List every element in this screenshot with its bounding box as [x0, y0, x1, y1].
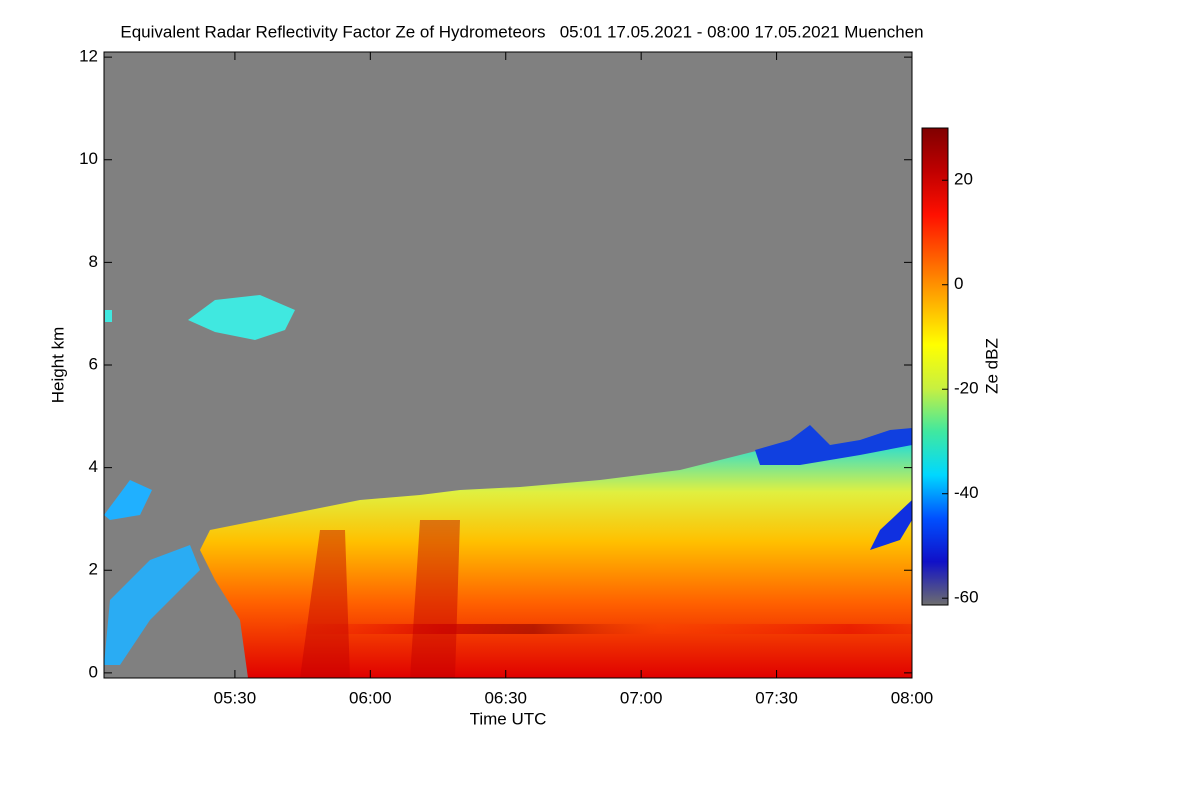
reflectivity-field: [104, 52, 912, 678]
colorbar-tick-label: -40: [954, 483, 979, 502]
cloud-edge: [755, 425, 912, 465]
y-tick-label: 12: [79, 47, 98, 66]
x-tick-label: 07:00: [620, 688, 663, 707]
x-axis-label: Time UTC: [470, 709, 547, 728]
colorbar-tick-label: -20: [954, 379, 979, 398]
cloud-patch: [104, 480, 152, 520]
colorbar-tick-label: -60: [954, 588, 979, 607]
x-tick-label: 06:00: [349, 688, 392, 707]
y-tick-label: 2: [89, 560, 98, 579]
x-tick-label: 06:30: [484, 688, 527, 707]
chart-title: Equivalent Radar Reflectivity Factor Ze …: [120, 22, 923, 41]
cloud-hole: [870, 500, 912, 550]
colorbar-tick-label: 0: [954, 274, 963, 293]
x-tick-label: 05:30: [214, 688, 257, 707]
x-tick-label: 07:30: [755, 688, 798, 707]
precip-streak: [300, 520, 460, 678]
colorbar-tick-label: 20: [954, 170, 973, 189]
x-tick-label: 08:00: [891, 688, 934, 707]
y-tick-label: 6: [89, 354, 98, 373]
cloud-patch: [188, 295, 295, 340]
melting-layer: [282, 624, 912, 634]
cloud-patch: [105, 310, 112, 322]
y-tick-label: 8: [89, 252, 98, 271]
low-cloud: [104, 545, 200, 665]
y-tick-label: 0: [89, 662, 98, 681]
y-tick-label: 4: [89, 457, 98, 476]
cloud-region: [200, 430, 912, 678]
colorbar-label: Ze dBZ: [982, 338, 1001, 394]
y-tick-label: 10: [79, 149, 98, 168]
colorbar: [921, 127, 949, 606]
y-axis-label: Height km: [48, 327, 67, 404]
